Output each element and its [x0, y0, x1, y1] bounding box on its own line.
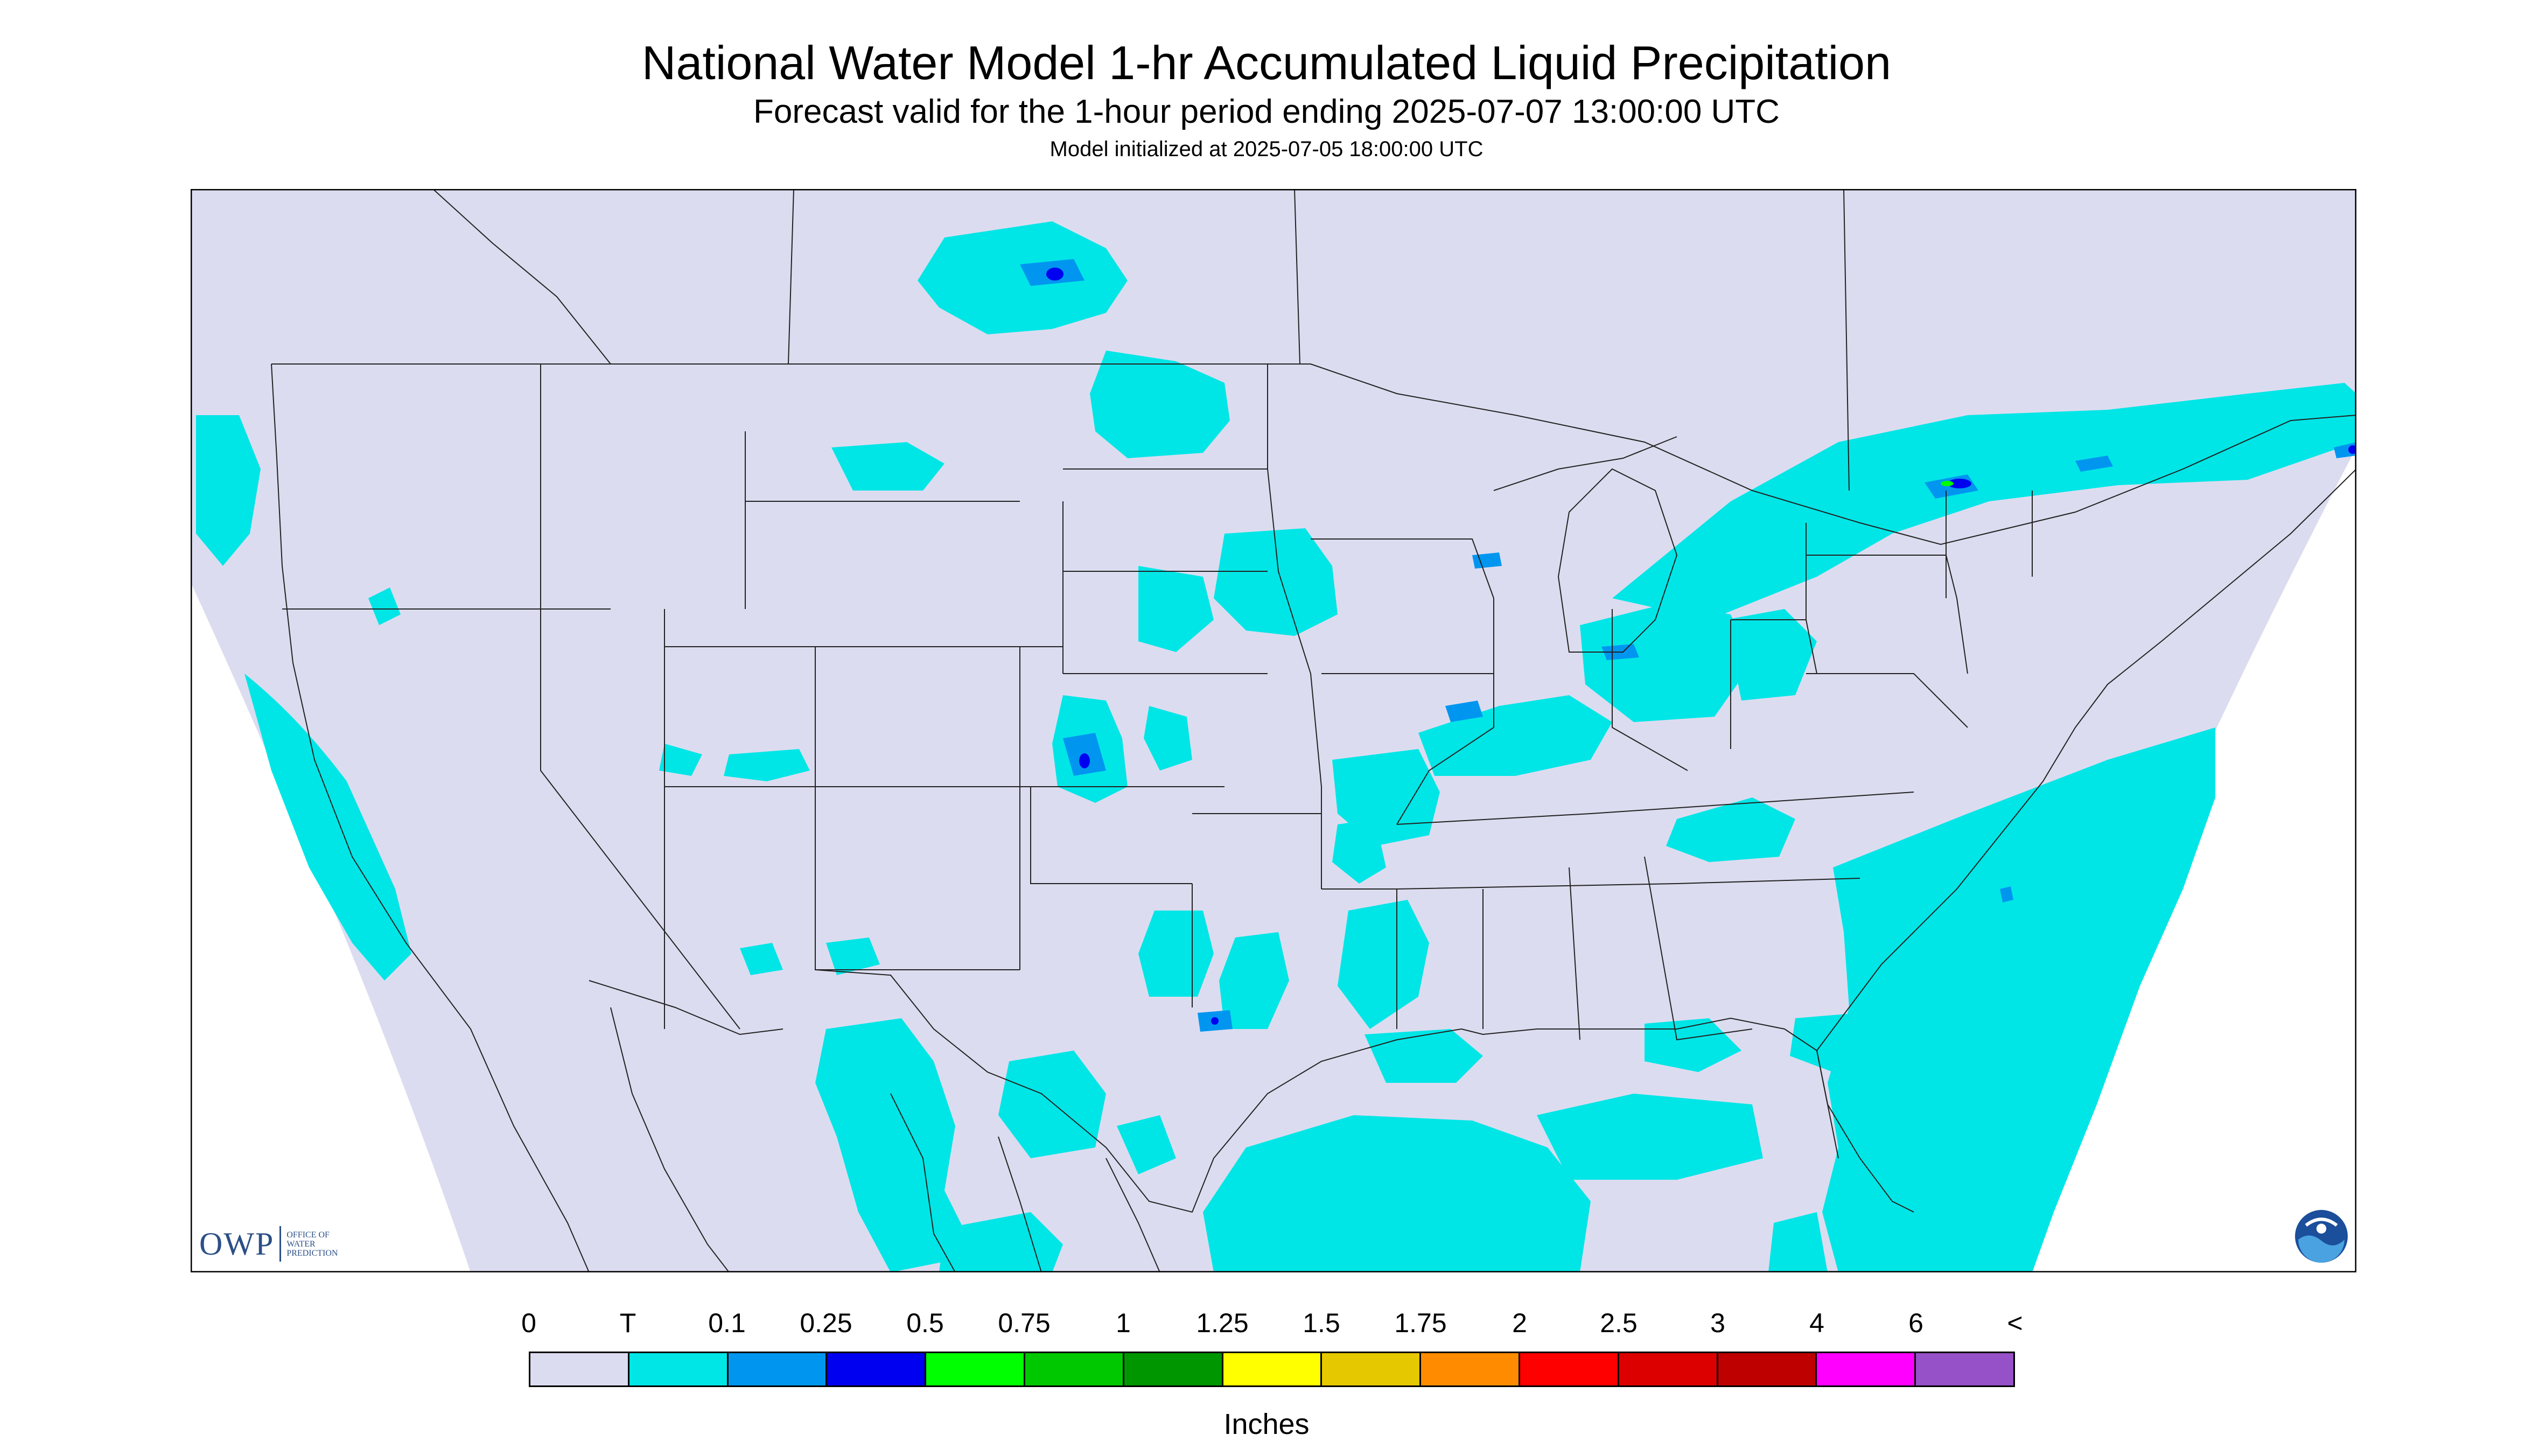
legend-tick-label: 3 — [1710, 1308, 1725, 1338]
state-boundaries — [271, 189, 2356, 1272]
noaa-logo-icon — [2295, 1210, 2348, 1263]
legend-units-label: Inches — [1223, 1408, 1310, 1440]
precip-heavy-areas — [1046, 268, 2356, 1025]
legend-swatch — [1124, 1353, 1223, 1385]
legend-swatch — [530, 1353, 629, 1385]
legend-swatch — [1322, 1353, 1422, 1385]
legend-tick-label: 6 — [1908, 1308, 1923, 1338]
legend-swatch — [629, 1353, 729, 1385]
legend-tick-label: 4 — [1809, 1308, 1824, 1338]
legend-tick-label: 0.75 — [998, 1308, 1051, 1338]
precipitation-map — [191, 189, 2356, 1272]
owp-logo-divider — [279, 1226, 282, 1262]
legend-swatch — [1025, 1353, 1124, 1385]
legend-tick-label: 0.5 — [906, 1308, 944, 1338]
domain-mask-left — [191, 582, 471, 1272]
legend-tick-label: 1.25 — [1196, 1308, 1249, 1338]
legend-swatch — [827, 1353, 927, 1385]
map-frame — [191, 189, 2356, 1272]
legend-tick-label: 1.75 — [1394, 1308, 1447, 1338]
legend-tick-label: 0 — [521, 1308, 536, 1338]
owp-logo-subtitle: OFFICE OF WATER PREDICTION — [286, 1230, 351, 1258]
legend-tick-label: < — [2007, 1308, 2023, 1338]
legend-swatch — [1619, 1353, 1718, 1385]
legend-swatch — [1718, 1353, 1817, 1385]
model-init-text: Model initialized at 2025-07-05 18:00:00… — [1049, 137, 1484, 161]
legend-tick-label: T — [619, 1308, 636, 1338]
map-subtitle: Forecast valid for the 1-hour period end… — [753, 93, 1780, 130]
legend-tick-label: 2 — [1512, 1308, 1527, 1338]
precip-trace-areas — [196, 221, 2356, 1272]
legend-swatch — [926, 1353, 1025, 1385]
legend-tick-label: 0.25 — [800, 1308, 852, 1338]
map-title: National Water Model 1-hr Accumulated Li… — [641, 36, 1892, 89]
legend-tick-label: 1.5 — [1303, 1308, 1340, 1338]
legend-swatch — [1223, 1353, 1323, 1385]
owp-logo-mark: OWP — [199, 1226, 275, 1262]
legend-tick-label: 1 — [1116, 1308, 1131, 1338]
legend-tick-label: 0.1 — [708, 1308, 746, 1338]
precip-legend-bar — [529, 1352, 2015, 1387]
legend-tick-label: 2.5 — [1600, 1308, 1638, 1338]
precip-peak-area — [1941, 481, 1954, 486]
owp-logo-line: OFFICE OF — [286, 1230, 330, 1240]
owp-logo-line: PREDICTION — [286, 1248, 338, 1258]
owp-logo-line: WATER — [286, 1239, 316, 1249]
legend-swatch — [1520, 1353, 1619, 1385]
legend-swatch — [1916, 1353, 2013, 1385]
legend-swatch — [1817, 1353, 1916, 1385]
legend-swatch — [728, 1353, 828, 1385]
owp-logo: OWP OFFICE OF WATER PREDICTION — [199, 1222, 351, 1265]
legend-swatch — [1421, 1353, 1520, 1385]
